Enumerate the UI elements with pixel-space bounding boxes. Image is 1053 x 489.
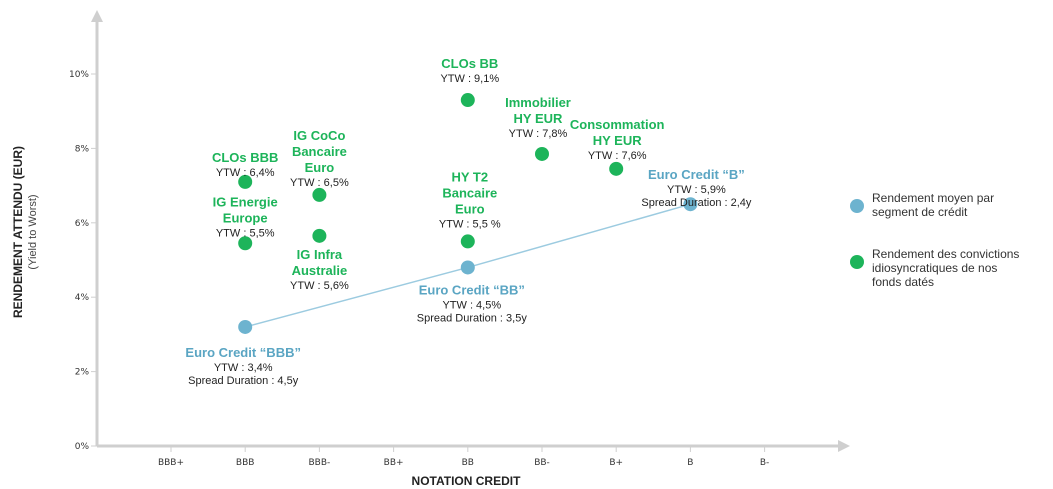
average-point-detail: Spread Duration : 3,5y [417, 312, 528, 324]
average-point-detail: YTW : 3,4% [214, 362, 273, 374]
conviction-point[interactable] [535, 146, 549, 161]
x-axis-title: NOTATION CREDIT [412, 474, 522, 488]
conviction-point-label: Bancaire [292, 144, 347, 159]
conviction-point[interactable] [312, 228, 327, 243]
conviction-point[interactable] [460, 234, 475, 249]
x-tick-label: BB+ [384, 458, 404, 468]
x-tick-label: BBB [236, 458, 255, 468]
conviction-point-label: IG CoCo [293, 128, 345, 143]
average-point-detail: Spread Duration : 2,4y [641, 197, 752, 209]
conviction-point-label: CLOs BBB [212, 150, 278, 165]
conviction-point-label: Euro [455, 201, 485, 216]
legend-marker-average [850, 199, 864, 213]
conviction-point[interactable] [238, 236, 253, 251]
y-axis-arrow-icon [91, 10, 103, 22]
y-tick-label: 6% [75, 219, 90, 229]
conviction-point-label: IG Infra [297, 247, 343, 262]
x-tick-label: BB- [534, 458, 550, 468]
x-tick-label: BB [462, 458, 474, 468]
x-tick-label: B+ [609, 458, 623, 468]
legend-label-average: Rendement moyen par [872, 191, 994, 205]
y-axis-subtitle: (Yield to Worst) [27, 194, 39, 269]
conviction-point-label: IG Energie [213, 194, 278, 209]
average-point-label: Euro Credit “BB” [419, 282, 525, 297]
y-tick-label: 0% [75, 442, 90, 452]
y-tick-label: 2% [75, 368, 90, 378]
conviction-point-detail: YTW : 7,6% [588, 150, 647, 162]
y-tick-label: 8% [75, 144, 90, 154]
conviction-point-label: CLOs BB [441, 56, 498, 71]
conviction-point-label: HY T2 [451, 169, 488, 184]
average-point-detail: YTW : 4,5% [442, 299, 501, 311]
conviction-point[interactable] [609, 161, 624, 176]
legend-label-conviction: Rendement des convictions [872, 247, 1019, 261]
conviction-point-detail: YTW : 7,8% [509, 128, 568, 140]
conviction-point-label: HY EUR [514, 111, 563, 126]
conviction-point-detail: YTW : 5,6% [290, 280, 349, 292]
average-point-label: Euro Credit “BBB” [185, 345, 301, 360]
conviction-point-label: HY EUR [593, 133, 642, 148]
conviction-point-label: Europe [223, 210, 268, 225]
conviction-point-detail: YTW : 5,5 % [439, 218, 501, 230]
legend-label-conviction: fonds datés [872, 275, 934, 289]
average-point-detail: Spread Duration : 4,5y [188, 375, 299, 387]
conviction-point-detail: YTW : 5,5% [216, 227, 275, 239]
x-tick-label: BBB+ [158, 458, 184, 468]
conviction-point-label: Consommation [570, 117, 665, 132]
y-axis-title: RENDEMENT ATTENDU (EUR) [11, 146, 25, 318]
x-tick-label: B- [760, 458, 769, 468]
conviction-point-detail: YTW : 9,1% [440, 73, 499, 85]
conviction-point[interactable] [460, 93, 475, 108]
x-tick-label: BBB- [309, 458, 331, 468]
x-axis-arrow-icon [838, 440, 850, 452]
conviction-point-label: Immobilier [505, 95, 571, 110]
conviction-point-label: Australie [292, 263, 348, 278]
conviction-point[interactable] [312, 187, 327, 202]
conviction-point-detail: YTW : 6,5% [290, 177, 349, 189]
average-point[interactable] [460, 260, 475, 275]
conviction-point[interactable] [238, 174, 253, 189]
conviction-point-label: Bancaire [442, 185, 497, 200]
y-tick-label: 10% [69, 70, 89, 80]
average-point-label: Euro Credit “B” [648, 167, 745, 182]
legend-marker-conviction [850, 255, 864, 269]
x-tick-label: B [687, 458, 693, 468]
average-point[interactable] [683, 197, 698, 212]
legend-label-conviction: idiosyncratiques de nos [872, 261, 997, 275]
legend-label-average: segment de crédit [872, 205, 968, 219]
average-point-detail: YTW : 5,9% [667, 184, 726, 196]
y-tick-label: 4% [75, 293, 90, 303]
conviction-point-label: Euro [305, 160, 335, 175]
conviction-point-detail: YTW : 6,4% [216, 167, 275, 179]
average-point[interactable] [238, 319, 253, 334]
